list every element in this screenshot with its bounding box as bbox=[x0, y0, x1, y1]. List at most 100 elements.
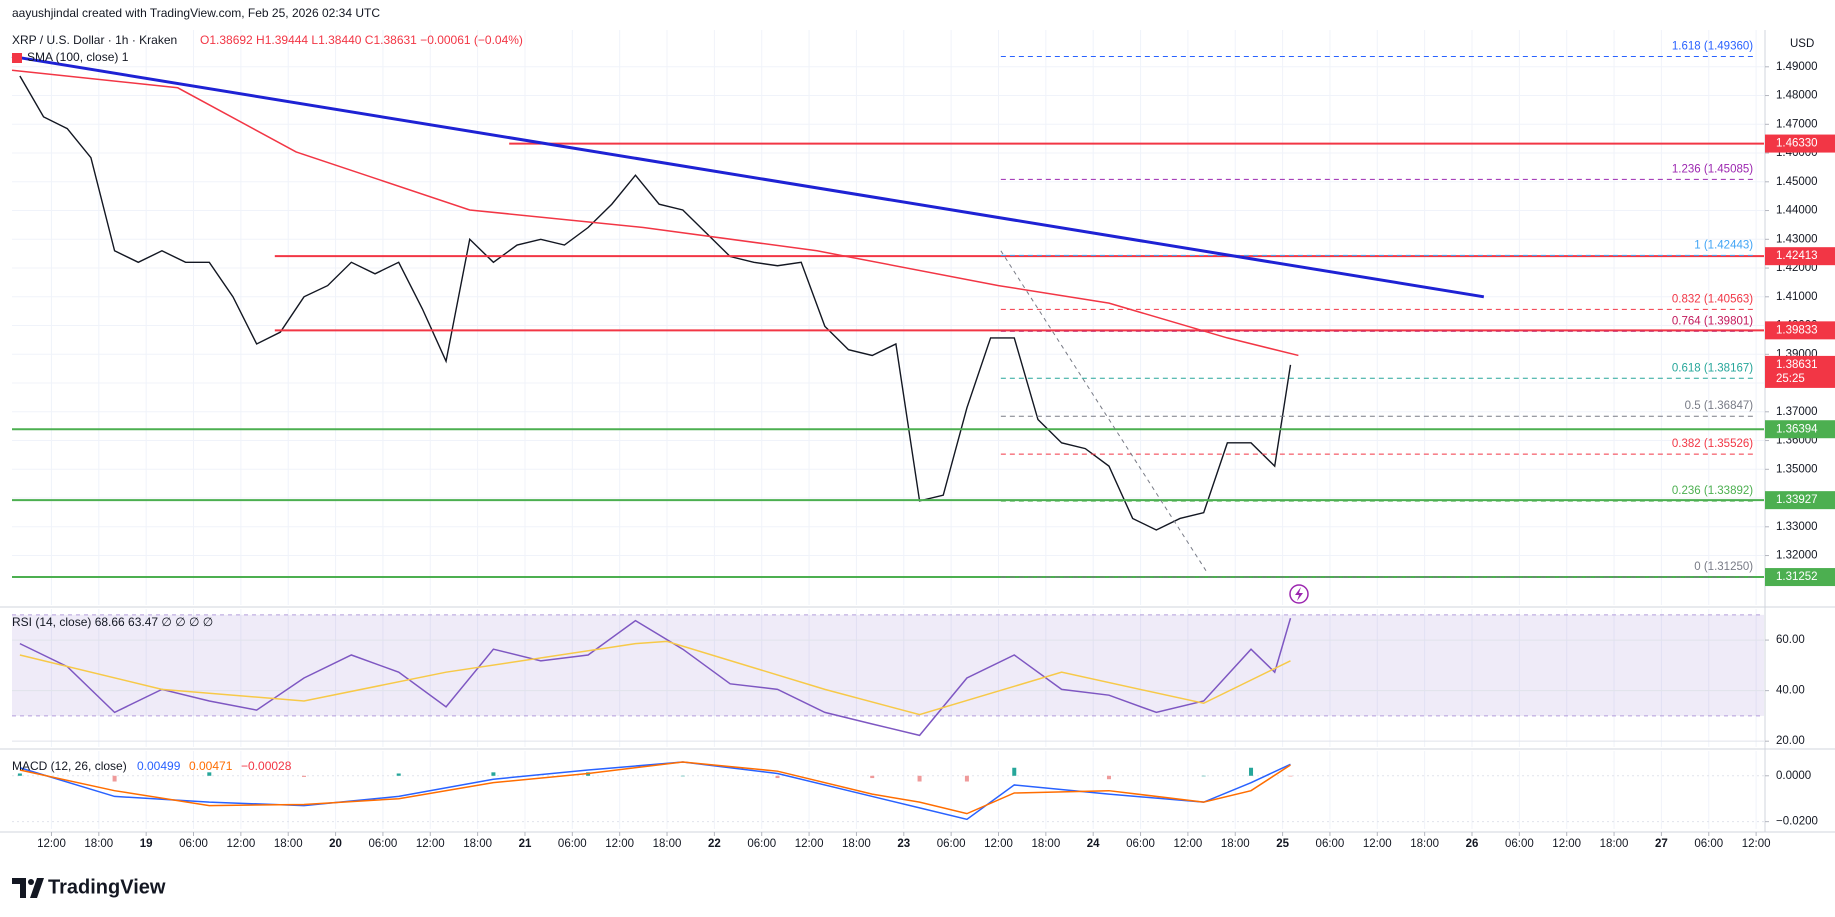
y-tick-label: 1.41000 bbox=[1776, 291, 1818, 303]
indicator-readout: −0.00028 bbox=[241, 759, 292, 773]
macd-title: MACD (12, 26, close) bbox=[12, 759, 127, 773]
fib-label: 0.382 (1.35526) bbox=[1672, 438, 1753, 450]
histogram-bar bbox=[917, 775, 922, 782]
lightning-icon[interactable] bbox=[1289, 584, 1309, 604]
x-tick-label: 06:00 bbox=[1505, 838, 1534, 850]
credit: aayushjindal created with TradingView.co… bbox=[12, 6, 380, 20]
x-tick-label: 12:00 bbox=[226, 838, 255, 850]
fib-label: 0.618 (1.38167) bbox=[1672, 362, 1753, 374]
lightning-bolt[interactable] bbox=[1295, 587, 1303, 601]
histogram-bar bbox=[1106, 775, 1111, 780]
histogram-bar bbox=[775, 775, 780, 779]
histogram-bar bbox=[1012, 767, 1017, 776]
x-tick-label: 06:00 bbox=[747, 838, 776, 850]
histogram-bar bbox=[680, 775, 685, 777]
fib-label: 0.764 (1.39801) bbox=[1672, 315, 1753, 327]
x-tick-label: 18:00 bbox=[463, 838, 492, 850]
histogram-bar bbox=[396, 773, 401, 776]
y-tick-label: 1.43000 bbox=[1776, 233, 1818, 245]
histogram-bar bbox=[112, 775, 117, 782]
fib-label: 1 (1.42443) bbox=[1694, 239, 1753, 251]
y-tick-label: 1.48000 bbox=[1776, 90, 1818, 102]
x-tick-label: 26 bbox=[1466, 838, 1479, 850]
fib-label: 0 (1.31250) bbox=[1694, 561, 1753, 573]
y-tick-label: 1.32000 bbox=[1776, 550, 1818, 562]
y-tick-label: 1.37000 bbox=[1776, 406, 1818, 418]
x-tick-label: 12:00 bbox=[984, 838, 1013, 850]
x-tick-label: 12:00 bbox=[1552, 838, 1581, 850]
level-tag-label: 1.46330 bbox=[1776, 138, 1818, 150]
histogram-bar bbox=[491, 772, 496, 776]
x-tick-label: 19 bbox=[140, 838, 153, 850]
legend-swatch bbox=[12, 53, 22, 63]
x-tick-label: 18:00 bbox=[1221, 838, 1250, 850]
y-tick-label: 0.0000 bbox=[1776, 770, 1811, 782]
tradingview-logo: TradingView bbox=[12, 876, 166, 898]
current-price-tag bbox=[1765, 355, 1835, 388]
x-tick-label: 12:00 bbox=[795, 838, 824, 850]
x-tick-label: 06:00 bbox=[937, 838, 966, 850]
fib-label: 1.618 (1.49360) bbox=[1672, 40, 1753, 52]
x-tick-label: 21 bbox=[519, 838, 532, 850]
x-tick-label: 18:00 bbox=[1410, 838, 1439, 850]
footer-brand: TradingView bbox=[48, 876, 166, 898]
fib-label: 1.236 (1.45085) bbox=[1672, 163, 1753, 175]
y-tick-label: 60.00 bbox=[1776, 634, 1805, 646]
series-line bbox=[19, 761, 1291, 815]
x-tick-label: 12:00 bbox=[1742, 838, 1771, 850]
legend-entry: SMA (100, close) 1 bbox=[27, 50, 129, 64]
rsi-band bbox=[12, 614, 1764, 716]
series-line bbox=[11, 69, 1299, 357]
level-tag bbox=[1765, 247, 1835, 266]
x-tick-label: 18:00 bbox=[1031, 838, 1060, 850]
histogram-bar bbox=[1249, 767, 1254, 776]
x-tick-label: 25 bbox=[1276, 838, 1289, 850]
marks-layer: 1.618 (1.49360) 1.236 (1.45085) 1 (1.42443… bbox=[11, 40, 1764, 821]
x-tick-label: 20 bbox=[329, 838, 342, 850]
histogram-bar bbox=[207, 772, 212, 776]
x-tick-label: 22 bbox=[708, 838, 721, 850]
level-tag bbox=[1765, 568, 1835, 587]
level-tag bbox=[1765, 491, 1835, 510]
logo-dot bbox=[28, 879, 34, 885]
x-tick-label: 06:00 bbox=[369, 838, 398, 850]
grid-layer bbox=[12, 30, 1764, 829]
level-tag-label: 1.39833 bbox=[1776, 324, 1818, 336]
countdown-label: 25:25 bbox=[1776, 373, 1805, 385]
histogram-bar bbox=[964, 775, 969, 782]
x-tick-label: 06:00 bbox=[1316, 838, 1345, 850]
x-tick-label: 18:00 bbox=[274, 838, 303, 850]
x-tick-label: 12:00 bbox=[1363, 838, 1392, 850]
currency-label: USD bbox=[1790, 38, 1814, 50]
current-price-label: 1.38631 bbox=[1776, 359, 1818, 371]
x-tick-label: 12:00 bbox=[416, 838, 445, 850]
y-tick-label: 1.45000 bbox=[1776, 176, 1818, 188]
series-line bbox=[19, 75, 1292, 531]
x-tick-label: 06:00 bbox=[1126, 838, 1155, 850]
level-tag-label: 1.33927 bbox=[1776, 494, 1818, 506]
logo-mark bbox=[12, 878, 26, 898]
series-line bbox=[19, 617, 1292, 737]
y-tick-label: 1.35000 bbox=[1776, 463, 1818, 475]
fib-label: 0.832 (1.40563) bbox=[1672, 293, 1753, 305]
x-tick-label: 06:00 bbox=[179, 838, 208, 850]
indicator-readout: 0.00499 bbox=[137, 759, 181, 773]
ohlc-readout: O1.38692 H1.39444 L1.38440 C1.38631 −0.0… bbox=[200, 33, 523, 47]
y-tick-label: 40.00 bbox=[1776, 685, 1805, 697]
x-tick-label: 12:00 bbox=[1174, 838, 1203, 850]
histogram-bar bbox=[302, 775, 306, 777]
x-tick-label: 12:00 bbox=[37, 838, 66, 850]
level-tag bbox=[1765, 321, 1835, 340]
x-tick-label: 27 bbox=[1655, 838, 1668, 850]
level-tag bbox=[1765, 134, 1835, 153]
x-tick-label: 06:00 bbox=[558, 838, 587, 850]
histogram-bar bbox=[1288, 775, 1293, 777]
indicator-readout: 0.00471 bbox=[189, 759, 233, 773]
logo-mark bbox=[30, 878, 44, 898]
trend-line bbox=[11, 54, 1485, 299]
y-tick-label: −0.0200 bbox=[1776, 816, 1818, 828]
fib-label: 0.236 (1.33892) bbox=[1672, 485, 1753, 497]
histogram-bar bbox=[870, 775, 875, 779]
